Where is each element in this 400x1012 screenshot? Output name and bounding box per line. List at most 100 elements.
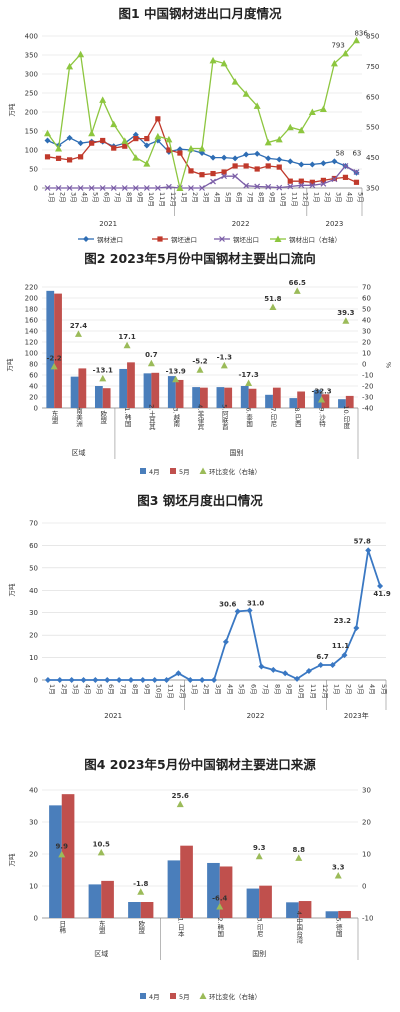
bar-may [175, 379, 184, 408]
mom-change-label: -6.4 [212, 894, 227, 902]
data-point-0 [143, 142, 150, 149]
x-tick-label: 2月 [344, 684, 352, 695]
x-tick-label: 11月 [309, 684, 317, 699]
data-point-3 [264, 138, 272, 146]
data-point-2 [199, 185, 205, 191]
mom-change-label: 9.9 [56, 842, 69, 850]
x-tick-label: 2月 [323, 192, 331, 203]
data-point [317, 661, 324, 668]
mom-change-marker [147, 359, 155, 367]
x-tick-label: 11月 [158, 192, 166, 207]
y-tick-label: 100 [25, 147, 38, 155]
data-point-3 [330, 59, 338, 67]
bar-may [140, 902, 154, 918]
data-point-2 [221, 173, 227, 180]
legend-marker [274, 235, 282, 242]
data-point-1 [287, 178, 293, 184]
mom-change-marker [255, 852, 263, 860]
data-point-1 [320, 177, 326, 183]
y2-tick-label: 30 [362, 787, 371, 795]
data-point-0 [199, 150, 205, 157]
mom-change-marker [220, 361, 228, 369]
data-point-3 [352, 36, 360, 44]
y2-tick-label: 50 [362, 306, 371, 314]
category-label: 4.菲律宾 [196, 404, 204, 431]
bar-may [151, 372, 160, 408]
mom-change-marker [269, 303, 277, 311]
mom-change-label: 10.5 [93, 840, 110, 848]
x-tick-label: 10月 [279, 192, 287, 207]
bar-april [128, 902, 141, 918]
data-point-3 [220, 59, 228, 67]
data-point-0 [210, 154, 217, 161]
x-tick-label: 12月 [321, 684, 329, 699]
x-tick-label: 6月 [235, 192, 243, 203]
x-tick-label: 2月 [191, 192, 199, 203]
data-point-1 [309, 179, 315, 185]
data-point [56, 677, 63, 683]
y-tick-label: 400 [25, 33, 38, 41]
data-point-2 [165, 183, 172, 190]
data-point-2 [287, 183, 294, 190]
y-tick-label: 20 [29, 851, 38, 859]
x-tick-label: 1月 [333, 684, 341, 695]
data-point-3 [88, 129, 96, 137]
data-point [68, 677, 75, 683]
x-tick-label: 3月 [70, 192, 78, 203]
mom-change-label: -2.2 [46, 354, 61, 362]
data-point-2 [254, 183, 261, 190]
data-point-3 [341, 49, 349, 57]
data-point-3 [165, 135, 173, 143]
bar-may [180, 845, 193, 918]
x-tick-label: 11月 [167, 684, 175, 699]
category-label: 东盟 [97, 919, 105, 934]
data-point-1 [89, 140, 95, 146]
y2-tick-label: 550 [366, 124, 379, 132]
x-tick-label: 4月 [84, 684, 92, 695]
x-tick-label: 5月 [380, 684, 388, 695]
y-tick-label: 60 [29, 372, 38, 380]
legend-swatch [140, 468, 146, 474]
x-tick-label: 1月 [312, 192, 320, 203]
bar-may [127, 362, 135, 408]
x-tick-label: 4月 [81, 192, 89, 203]
legend-swatch [170, 993, 176, 999]
mom-change-label: 39.3 [337, 309, 354, 317]
y2-tick-label: 450 [366, 154, 379, 162]
data-point [175, 670, 182, 677]
legend-marker [199, 467, 207, 474]
data-point-1 [232, 163, 238, 169]
y-tick-label: 40 [29, 587, 38, 595]
category-label: 1.韩国 [123, 407, 131, 427]
category-label: 3.印尼 [255, 917, 263, 937]
data-point-2 [44, 185, 51, 191]
figure-4-y-axis-label: 万吨 [7, 853, 16, 867]
y-tick-label: 0 [34, 185, 38, 193]
y2-tick-label: -20 [362, 383, 373, 391]
y-tick-label: 180 [25, 306, 38, 314]
legend-label: 4月 [149, 993, 160, 1001]
legend-label: 5月 [179, 468, 190, 476]
data-point-3 [176, 184, 184, 191]
category-label: 9.沙特 [318, 407, 326, 426]
data-point-3 [286, 123, 294, 131]
data-point [222, 638, 229, 645]
y2-tick-label: 750 [366, 63, 379, 71]
data-point-3 [154, 132, 162, 140]
bar-may [248, 388, 257, 408]
bar-april [167, 376, 176, 408]
series-line [47, 550, 381, 681]
data-point-1 [298, 178, 304, 184]
x-tick-label: 3月 [202, 192, 210, 203]
legend-label: 4月 [149, 468, 160, 476]
y-tick-label: 50 [29, 166, 38, 174]
y-tick-label: 20 [29, 632, 38, 640]
data-point-1 [44, 154, 51, 160]
figure-4: 图4 2023年5月份中国钢材主要进口来源 万吨 0 10 20 30 40 -10 0 10… [7, 757, 373, 1001]
legend-label: 5月 [179, 993, 190, 1001]
x-tick-label: 3月 [214, 684, 222, 695]
data-point-0 [44, 137, 51, 144]
data-point-2 [154, 185, 161, 191]
year-label: 2022 [247, 712, 265, 720]
group-label: 区域 [94, 949, 108, 958]
